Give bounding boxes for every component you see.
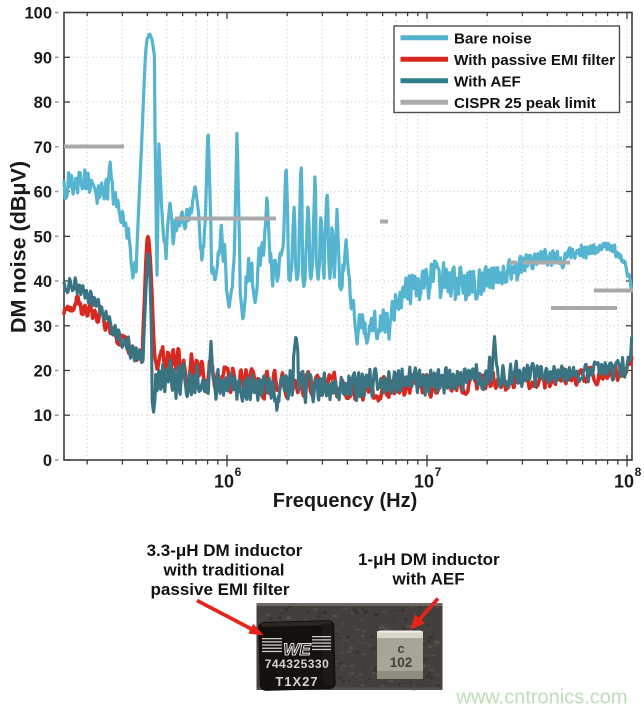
svg-text:80: 80 xyxy=(34,94,52,112)
svg-text:7: 7 xyxy=(435,465,442,479)
svg-text:40: 40 xyxy=(34,273,52,291)
svg-text:6: 6 xyxy=(235,465,242,479)
svg-text:90: 90 xyxy=(34,49,52,67)
svg-text:With passive EMI filter: With passive EMI filter xyxy=(454,52,615,69)
svg-text:T1X27: T1X27 xyxy=(275,674,318,689)
svg-text:DM noise (dBμV): DM noise (dBμV) xyxy=(7,161,31,333)
svg-text:50: 50 xyxy=(34,228,52,246)
svg-text:CISPR 25 peak limit: CISPR 25 peak limit xyxy=(454,95,596,112)
svg-text:30: 30 xyxy=(34,318,52,336)
svg-text:10: 10 xyxy=(214,472,234,492)
svg-text:passive EMI filter: passive EMI filter xyxy=(151,580,290,599)
svg-text:WE: WE xyxy=(283,640,311,659)
svg-text:10: 10 xyxy=(414,472,434,492)
svg-text:60: 60 xyxy=(34,184,52,202)
svg-text:100: 100 xyxy=(24,5,52,23)
svg-text:Bare noise: Bare noise xyxy=(454,30,532,47)
svg-text:10: 10 xyxy=(34,407,52,425)
svg-text:3.3-μH DM inductor: 3.3-μH DM inductor xyxy=(147,541,303,560)
svg-text:8: 8 xyxy=(635,465,642,479)
svg-text:with AEF: with AEF xyxy=(392,570,465,589)
svg-text:70: 70 xyxy=(34,139,52,157)
svg-text:0: 0 xyxy=(43,452,52,470)
svg-text:c: c xyxy=(398,642,405,656)
svg-text:744325330: 744325330 xyxy=(265,657,330,671)
svg-text:www.cntronics.com: www.cntronics.com xyxy=(455,687,627,709)
svg-text:1-μH DM inductor: 1-μH DM inductor xyxy=(358,550,500,569)
svg-text:With AEF: With AEF xyxy=(454,73,521,90)
svg-text:20: 20 xyxy=(34,363,52,381)
svg-text:102: 102 xyxy=(390,655,413,670)
svg-text:with traditional: with traditional xyxy=(163,561,285,580)
svg-text:10: 10 xyxy=(614,472,634,492)
svg-text:Frequency (Hz): Frequency (Hz) xyxy=(273,490,417,512)
